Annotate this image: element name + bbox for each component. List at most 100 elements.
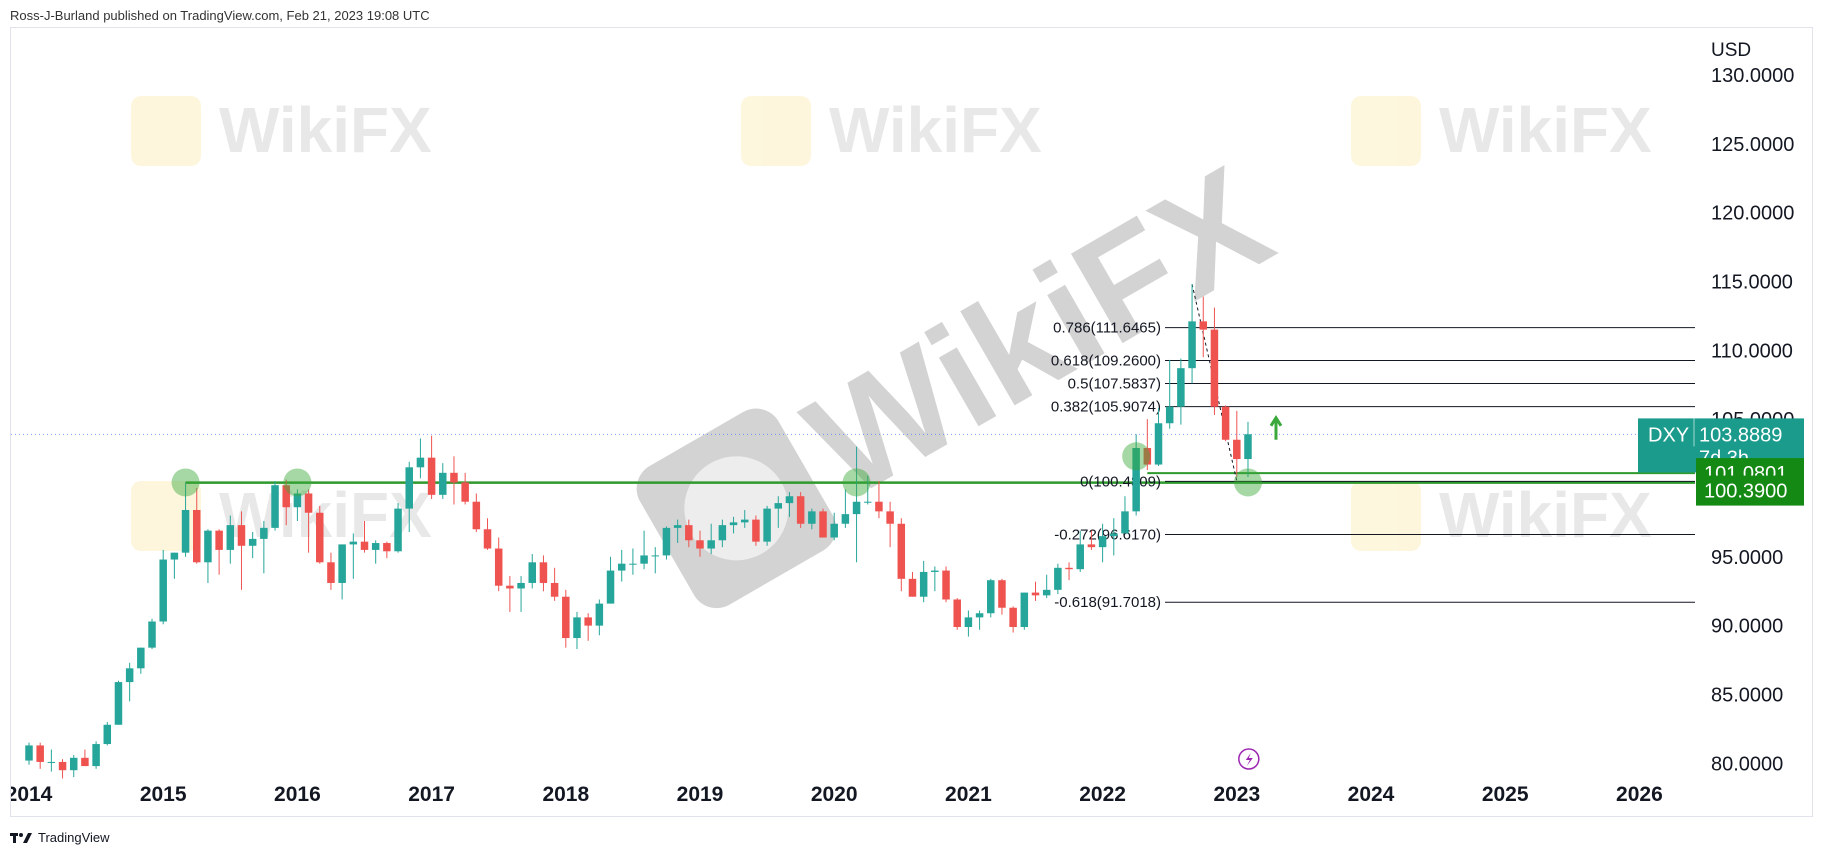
y-tick-label: 85.0000 <box>1711 684 1783 706</box>
candle <box>852 501 861 515</box>
watermark-logo-icon <box>1351 96 1421 166</box>
candle <box>237 525 246 546</box>
y-tick-label: 125.0000 <box>1711 134 1794 156</box>
candle <box>383 543 391 552</box>
watermark: WikiFX <box>131 94 432 166</box>
candle <box>114 682 123 725</box>
candle <box>181 509 190 553</box>
candle <box>271 485 279 528</box>
candle <box>472 501 481 530</box>
candles <box>25 284 1252 779</box>
fib-level-label: -0.618(91.7018) <box>1054 594 1161 611</box>
candle <box>125 668 134 683</box>
fibonacci-levels[interactable]: 0.786(111.6465) 0.618(109.2600) 0.5(107.58… <box>1051 284 1695 611</box>
candle <box>975 613 984 618</box>
highlight-marker <box>171 468 200 497</box>
candle <box>450 472 458 483</box>
y-tick-label: 80.0000 <box>1711 753 1783 775</box>
candle <box>796 496 805 524</box>
candle <box>394 508 402 552</box>
candle <box>1154 423 1163 465</box>
candle <box>819 511 827 538</box>
fib-level-label: 0.5(107.5837) <box>1068 376 1161 393</box>
candle <box>908 578 917 597</box>
candle <box>25 745 33 761</box>
watermark: WikiFX <box>1439 814 1652 816</box>
x-tick-label: 2024 <box>1348 783 1395 806</box>
candle <box>1233 439 1241 460</box>
fib-level-label: -0.272(96.6170) <box>1054 527 1161 544</box>
level-badge-bg <box>1696 475 1804 506</box>
publisher-credit: Ross-J-Burland published on TradingView.… <box>10 8 430 23</box>
candle <box>1188 321 1196 369</box>
chart-panel[interactable]: WikiFXWikiFXWikiFXWikiFXWikiFXWikiFXWiki… <box>10 27 1813 817</box>
candle <box>830 523 838 538</box>
candle <box>673 525 682 528</box>
candle <box>1121 511 1129 534</box>
candle <box>405 467 413 509</box>
candle <box>36 745 44 762</box>
candle <box>998 580 1006 608</box>
x-tick-label: 2025 <box>1482 783 1529 806</box>
watermark: WikiFX <box>741 94 1042 166</box>
watermark-text: WikiFX <box>219 94 432 166</box>
candle <box>439 472 447 495</box>
level-badge-label: 100.3900 <box>1704 481 1787 503</box>
x-tick-label: 2019 <box>677 783 724 806</box>
y-tick-label: 115.0000 <box>1711 271 1793 293</box>
footer-brand[interactable]: TradingView <box>10 830 110 845</box>
candle <box>81 757 89 767</box>
price-axis[interactable]: USD 130.0000 125.0000 120.0000 115.0000 110.0… <box>1711 40 1794 775</box>
candle <box>1031 592 1040 596</box>
candle <box>808 511 816 524</box>
x-tick-label: 2018 <box>542 783 589 806</box>
x-tick-label: 2015 <box>140 783 187 806</box>
candle <box>226 525 235 550</box>
candle <box>316 512 324 563</box>
tradingview-logo-icon <box>10 832 32 843</box>
y-tick-label: 120.0000 <box>1711 203 1794 225</box>
highlight-marker <box>1233 468 1262 497</box>
candle <box>338 544 346 583</box>
candle <box>170 552 179 560</box>
candle <box>1165 406 1174 424</box>
candle <box>707 540 715 549</box>
watermark-center: WikiFX <box>636 134 1296 609</box>
candle <box>662 527 671 556</box>
watermark-text: WikiFX <box>1439 479 1652 551</box>
candle <box>58 761 67 771</box>
candle <box>606 570 615 604</box>
y-tick-label: 130.0000 <box>1711 65 1794 87</box>
candle <box>931 570 939 572</box>
candle <box>360 541 369 550</box>
candle <box>517 582 525 589</box>
watermark-logo-icon <box>741 96 811 166</box>
highlight-markers <box>171 414 1283 497</box>
candle <box>774 503 783 509</box>
candlestick-chart[interactable]: WikiFXWikiFXWikiFXWikiFXWikiFXWikiFXWiki… <box>11 28 1812 816</box>
candle <box>964 617 973 628</box>
candle <box>897 523 906 579</box>
candle <box>550 582 559 597</box>
candle <box>752 519 760 542</box>
watermark: WikiFX <box>1351 479 1652 551</box>
fib-level-label: 0.382(105.9074) <box>1051 399 1161 416</box>
candle <box>640 555 648 564</box>
candle <box>886 511 894 524</box>
candle <box>539 562 548 583</box>
candle <box>696 540 704 549</box>
candle <box>293 493 302 508</box>
candle <box>159 559 167 622</box>
candle <box>148 621 156 648</box>
fib-level-label: 0.786(111.6465) <box>1053 320 1161 337</box>
time-axis[interactable]: 2014 2015 2016 2017 2018 2019 2020 2021 2022 2023… <box>11 748 1663 806</box>
candle <box>584 617 592 626</box>
watermark-layer: WikiFXWikiFXWikiFXWikiFXWikiFXWikiFXWiki… <box>131 94 1652 816</box>
level-badge: 100.3900 <box>1696 475 1804 506</box>
candle <box>729 522 738 526</box>
candle <box>1087 544 1096 548</box>
candle <box>282 485 290 508</box>
candle <box>215 530 223 550</box>
candle <box>47 761 56 763</box>
